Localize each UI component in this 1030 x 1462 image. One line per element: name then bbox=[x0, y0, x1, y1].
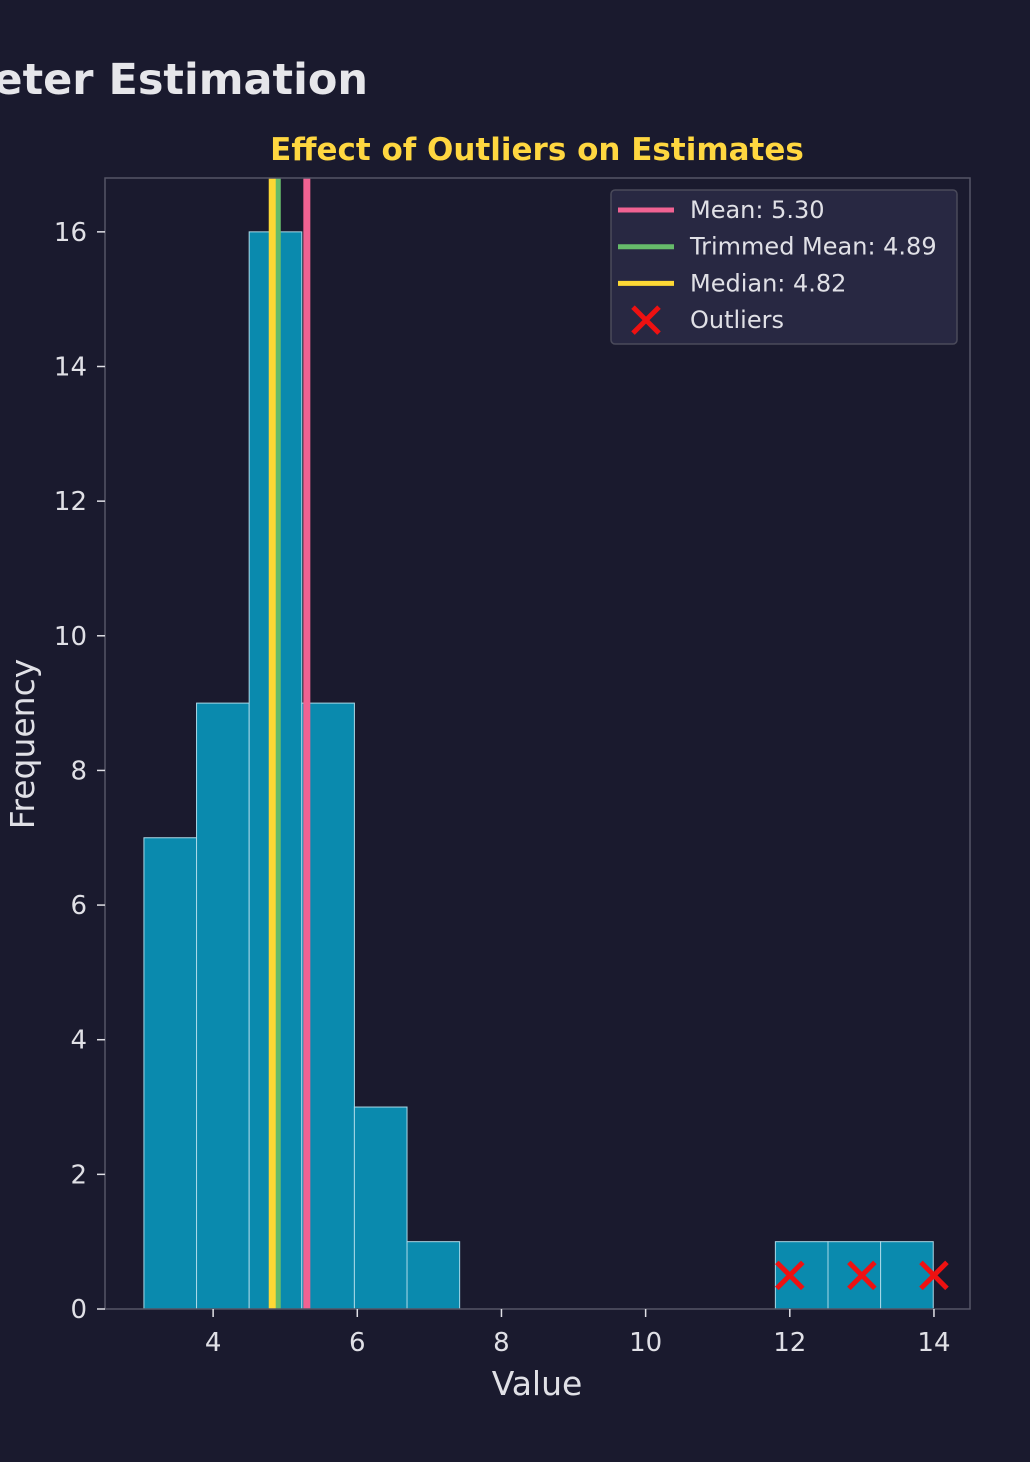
histogram-bar bbox=[301, 702, 355, 1310]
histogram-bar bbox=[406, 1241, 461, 1310]
y-tick-label: 8 bbox=[70, 756, 87, 786]
x-tick-label: 12 bbox=[773, 1328, 806, 1358]
legend-marker bbox=[631, 305, 661, 335]
figure-suptitle: eter Estimation bbox=[0, 55, 368, 105]
histogram-bars bbox=[143, 231, 934, 1310]
x-axis-label: Value bbox=[492, 1364, 583, 1403]
estimate-lines bbox=[268, 178, 311, 1309]
y-tick-label: 0 bbox=[70, 1295, 87, 1325]
legend: Mean: 5.30 Trimmed Mean: 4.89 Median: 4.82… bbox=[610, 189, 958, 345]
histogram-bar bbox=[196, 702, 250, 1310]
x-tick-label: 14 bbox=[917, 1328, 950, 1358]
histogram-bar bbox=[827, 1241, 882, 1310]
y-tick-label: 2 bbox=[70, 1160, 87, 1190]
y-axis-label: Frequency bbox=[3, 659, 42, 829]
chart-title: Effect of Outliers on Estimates bbox=[270, 132, 804, 168]
outlier-marker bbox=[847, 1260, 877, 1291]
x-tick-label: 6 bbox=[349, 1328, 366, 1358]
y-tick-label: 16 bbox=[54, 218, 87, 248]
histogram-bar bbox=[880, 1241, 934, 1310]
legend-label: Outliers bbox=[690, 306, 784, 334]
outlier-markers bbox=[775, 1260, 949, 1291]
outlier-marker bbox=[919, 1260, 949, 1291]
y-tick-label: 10 bbox=[54, 622, 87, 652]
legend-label: Median: 4.82 bbox=[690, 269, 846, 297]
y-tick-label: 4 bbox=[70, 1026, 87, 1056]
legend-box bbox=[610, 189, 958, 345]
histogram-bar bbox=[353, 1106, 408, 1310]
legend-label: Mean: 5.30 bbox=[690, 196, 825, 224]
legend-label: Trimmed Mean: 4.89 bbox=[689, 233, 937, 261]
y-tick-label: 14 bbox=[54, 353, 87, 383]
y-tick-label: 12 bbox=[54, 487, 87, 517]
axes-frame bbox=[104, 177, 971, 1310]
x-tick-label: 8 bbox=[493, 1328, 510, 1358]
y-tick-label: 6 bbox=[70, 891, 87, 921]
x-axis-ticks: 4 6 8 10 12 14 bbox=[205, 1309, 951, 1358]
x-tick-label: 4 bbox=[205, 1328, 222, 1358]
outlier-marker bbox=[775, 1260, 805, 1291]
x-tick-label: 10 bbox=[629, 1328, 662, 1358]
histogram-bar bbox=[774, 1241, 829, 1310]
histogram-bar bbox=[143, 837, 198, 1310]
y-axis-ticks: 0 2 4 6 8 10 12 14 16 bbox=[54, 218, 105, 1325]
